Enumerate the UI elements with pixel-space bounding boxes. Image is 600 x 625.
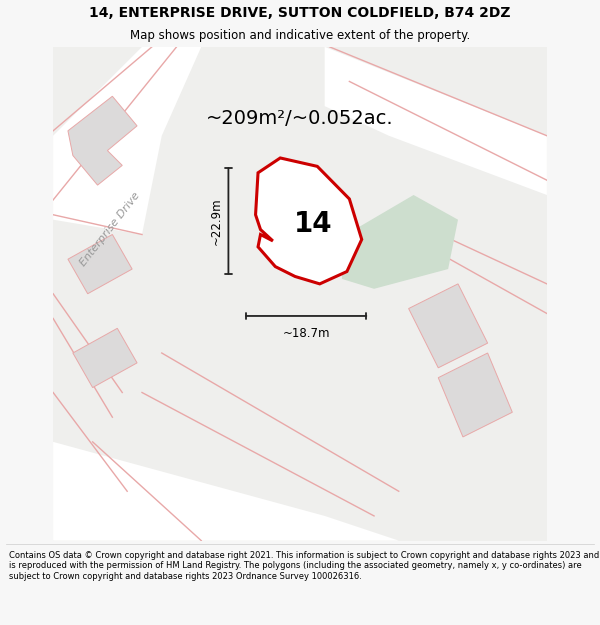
Text: 14: 14 — [294, 209, 333, 238]
Text: ~209m²/~0.052ac.: ~209m²/~0.052ac. — [206, 109, 394, 128]
Polygon shape — [256, 158, 362, 284]
Text: 14, ENTERPRISE DRIVE, SUTTON COLDFIELD, B74 2DZ: 14, ENTERPRISE DRIVE, SUTTON COLDFIELD, … — [89, 6, 511, 20]
Text: Enterprise Drive: Enterprise Drive — [78, 191, 142, 268]
Polygon shape — [409, 284, 488, 368]
Polygon shape — [53, 47, 201, 234]
Polygon shape — [68, 234, 132, 294]
Text: ~18.7m: ~18.7m — [283, 327, 330, 340]
Text: Contains OS data © Crown copyright and database right 2021. This information is : Contains OS data © Crown copyright and d… — [9, 551, 599, 581]
Polygon shape — [53, 442, 399, 541]
Text: ~22.9m: ~22.9m — [209, 197, 223, 245]
Polygon shape — [68, 96, 137, 185]
Polygon shape — [438, 353, 512, 437]
Polygon shape — [325, 47, 547, 195]
Polygon shape — [260, 175, 302, 219]
Polygon shape — [342, 195, 458, 289]
Text: Map shows position and indicative extent of the property.: Map shows position and indicative extent… — [130, 29, 470, 42]
Polygon shape — [73, 328, 137, 388]
